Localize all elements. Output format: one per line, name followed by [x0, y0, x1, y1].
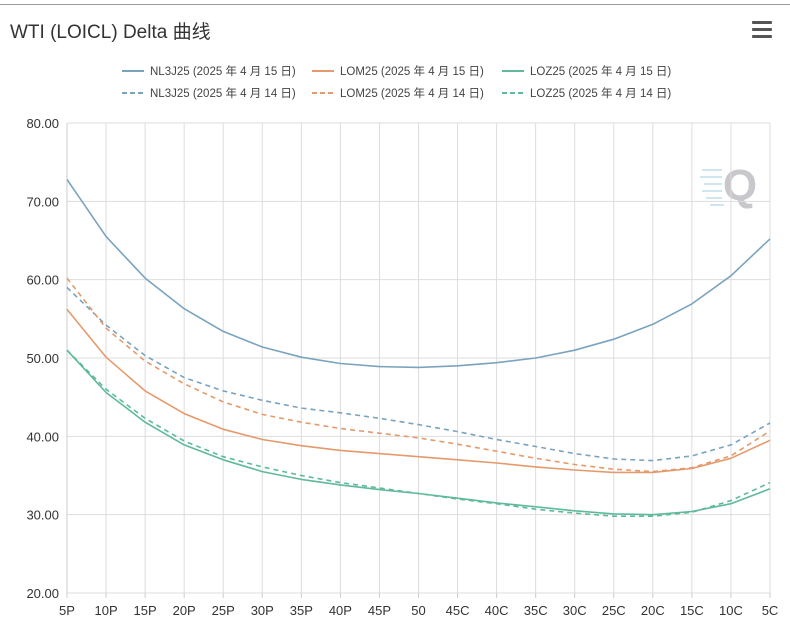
legend-label: LOM25 (2025 年 4 月 15 日) — [340, 64, 484, 78]
x-tick-label: 15P — [134, 603, 157, 618]
legend-item-5: LOM25 (2025 年 4 月 14 日) — [312, 86, 484, 100]
hamburger-menu-icon[interactable] — [748, 18, 776, 42]
x-tick-label: 40C — [485, 603, 509, 618]
series-line-1 — [66, 178, 771, 369]
top-divider — [0, 4, 790, 5]
x-tick-label: 45C — [446, 603, 470, 618]
x-tick-label: 25C — [602, 603, 626, 618]
legend-label: LOZ25 (2025 年 4 月 15 日) — [530, 64, 671, 78]
x-tick-label: 10P — [94, 603, 117, 618]
x-tick-label: 5C — [762, 603, 779, 618]
legend-item-3: LOZ25 (2025 年 4 月 15 日) — [502, 64, 671, 78]
series-line-6 — [66, 349, 771, 518]
x-tick-label: 5P — [59, 603, 75, 618]
x-tick-label: 10C — [719, 603, 743, 618]
y-tick-label: 70.00 — [26, 194, 59, 209]
x-tick-label: 20P — [173, 603, 196, 618]
legend-item-6: LOZ25 (2025 年 4 月 14 日) — [502, 86, 671, 100]
x-tick-label: 35C — [524, 603, 548, 618]
x-tick-label: 40P — [329, 603, 352, 618]
x-tick-label: 25P — [212, 603, 235, 618]
y-tick-label: 50.00 — [26, 351, 59, 366]
x-tick-label: 50 — [411, 603, 425, 618]
y-tick-label: 20.00 — [26, 586, 59, 601]
x-tick-label: 45P — [368, 603, 391, 618]
x-tick-label: 30C — [563, 603, 587, 618]
legend-item-1: NL3J25 (2025 年 4 月 15 日) — [122, 64, 296, 78]
legend-label: LOM25 (2025 年 4 月 14 日) — [340, 86, 484, 100]
series-line-4 — [66, 286, 771, 462]
y-tick-label: 30.00 — [26, 508, 59, 523]
x-tick-label: 30P — [251, 603, 274, 618]
chart-title: WTI (LOICL) Delta 曲线 — [10, 22, 211, 43]
x-tick-label: 15C — [680, 603, 704, 618]
legend-label: NL3J25 (2025 年 4 月 15 日) — [150, 64, 296, 78]
legend-item-2: LOM25 (2025 年 4 月 15 日) — [312, 64, 484, 78]
series-line-2 — [66, 308, 771, 474]
y-tick-label: 60.00 — [26, 273, 59, 288]
legend-label: NL3J25 (2025 年 4 月 14 日) — [150, 86, 296, 100]
y-tick-label: 40.00 — [26, 429, 59, 444]
legend-label: LOZ25 (2025 年 4 月 14 日) — [530, 86, 671, 100]
y-tick-label: 80.00 — [26, 116, 59, 131]
x-tick-label: 35P — [290, 603, 313, 618]
legend-item-4: NL3J25 (2025 年 4 月 14 日) — [122, 86, 296, 100]
x-tick-label: 20C — [641, 603, 665, 618]
